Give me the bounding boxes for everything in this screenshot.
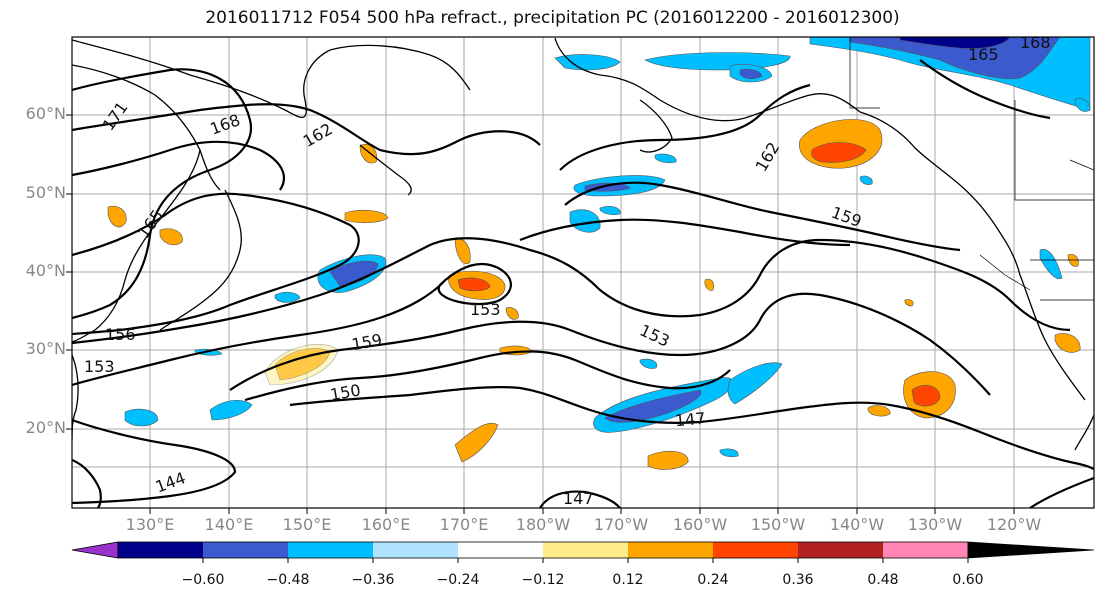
colorbar-tick-label: 0.36 [782,572,814,588]
colorbar-segment [288,542,373,558]
political-borders [849,37,1094,301]
lat-label: 30°N [25,339,66,358]
axis-ticks [66,114,1015,514]
contour-label: 168 [1020,33,1051,52]
colorbar-segment [373,542,458,558]
colorbar-extend-max [967,541,1095,559]
colorbar-tick-label: −0.60 [181,572,225,588]
contour-label: 153 [84,357,115,376]
contour-label: 147 [563,489,594,508]
precip-negative [124,37,1091,458]
lon-label: 130°W [907,515,963,534]
lon-label: 150°W [750,515,806,534]
colorbar-tick-label: −0.48 [266,572,310,588]
lon-label: 120°W [986,515,1042,534]
colorbar-tick-label: −0.36 [351,572,395,588]
lon-label: 140°E [204,515,254,534]
colorbar-segment [883,542,968,558]
lon-label: 150°E [282,515,332,534]
height-contours [72,59,1094,508]
colorbar-segment [543,542,628,558]
colorbar-segment [713,542,798,558]
colorbar-tick-label: 0.24 [697,572,729,588]
lon-label: 140°W [829,515,885,534]
lat-label: 60°N [25,104,66,123]
lat-label: 50°N [25,183,66,202]
map-title: 2016011712 F054 500 hPa refract., precip… [205,8,900,28]
contour-label: 156 [105,325,136,344]
lon-label: 180°W [515,515,571,534]
colorbar-tick-label: 0.60 [952,572,984,588]
colorbar-tick-label: 0.12 [612,572,644,588]
colorbar-tick-label: −0.12 [521,572,565,588]
contour-label: 147 [674,409,706,431]
contour-label: 153 [470,300,501,319]
contour-label: 165 [968,45,999,64]
lon-label: 160°E [361,515,411,534]
colorbar-segment [118,542,203,558]
lon-label: 160°W [672,515,728,534]
contour-labels: 171 168 162 165 162 168 165 159 156 153 … [84,33,1051,508]
colorbar-segment [458,542,543,558]
colorbar-segment [203,542,288,558]
lon-label: 170°E [439,515,489,534]
colorbar-segment [798,542,883,558]
lon-label: 170°W [593,515,649,534]
colorbar-tick-label: −0.24 [436,572,480,588]
colorbar-segment [628,542,713,558]
colorbar-tick-label: 0.48 [867,572,899,588]
colorbar [71,541,1095,563]
lat-label: 40°N [25,261,66,280]
colorbar-extend-min [71,541,119,559]
lat-label: 20°N [25,418,66,437]
lon-label: 130°E [125,515,175,534]
coastlines [72,37,1094,451]
